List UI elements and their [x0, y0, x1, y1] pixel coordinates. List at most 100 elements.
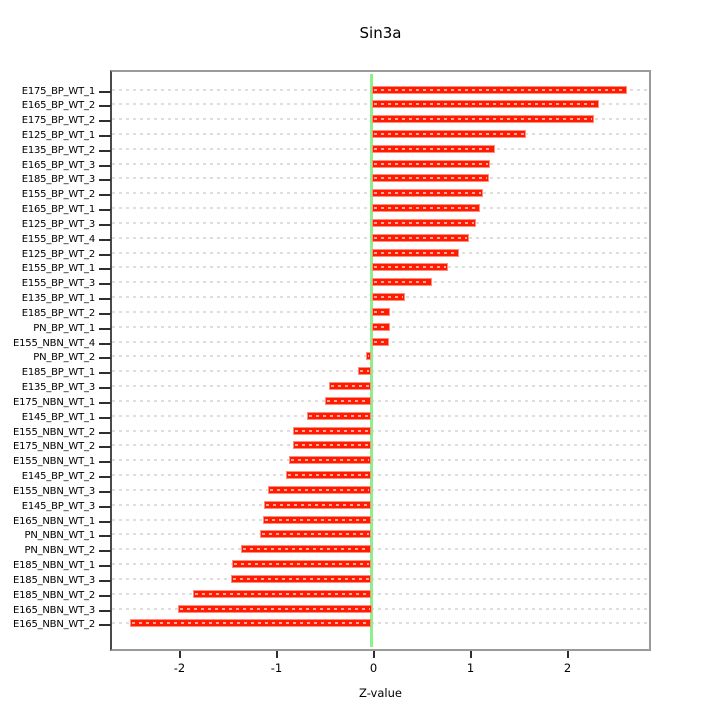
y-axis-tick — [99, 431, 111, 434]
y-axis-tick — [99, 461, 111, 464]
bar-dash-pattern — [326, 399, 370, 402]
gridline — [112, 548, 649, 551]
y-axis-tick — [99, 446, 111, 449]
bar — [289, 456, 372, 465]
bar — [371, 278, 432, 287]
y-axis-tick — [99, 298, 111, 301]
y-axis-tick — [99, 283, 111, 286]
bar-dash-pattern — [373, 118, 592, 121]
y-axis-tick — [99, 209, 111, 212]
bar-dash-pattern — [309, 414, 370, 417]
bar-dash-pattern — [367, 355, 370, 358]
bar — [371, 218, 477, 227]
y-axis-tick — [99, 505, 111, 508]
x-axis-tick — [566, 651, 569, 658]
bar — [286, 471, 372, 480]
x-axis-tick — [275, 651, 278, 658]
y-axis-tick — [99, 105, 111, 108]
bar — [371, 129, 526, 138]
x-axis-tick-label: -2 — [173, 661, 186, 675]
bar — [230, 574, 372, 583]
bar — [267, 485, 372, 494]
y-axis-label: E155_BP_WT_1 — [21, 263, 95, 275]
x-axis-tick-label: 1 — [466, 661, 475, 675]
y-axis-tick — [99, 120, 111, 123]
y-axis-tick — [99, 490, 111, 493]
gridline — [112, 414, 649, 417]
bar-dash-pattern — [131, 622, 370, 625]
bar — [371, 159, 490, 168]
bar — [371, 174, 489, 183]
y-axis-tick — [99, 594, 111, 597]
bar — [365, 352, 372, 361]
bar — [262, 515, 372, 524]
gridline — [112, 533, 649, 536]
bar-dash-pattern — [261, 533, 370, 536]
bar — [292, 441, 372, 450]
y-axis-label: E185_BP_WT_3 — [21, 174, 95, 186]
gridline — [112, 399, 649, 402]
bar — [177, 604, 372, 613]
bar-dash-pattern — [232, 577, 370, 580]
bar — [371, 100, 600, 109]
y-axis-label: E135_BP_WT_1 — [21, 293, 95, 305]
gridline — [112, 385, 649, 388]
gridline — [112, 622, 649, 625]
bar — [193, 589, 372, 598]
y-axis-label: E125_BP_WT_3 — [21, 218, 95, 230]
bar — [240, 545, 372, 554]
gridline — [112, 474, 649, 477]
y-axis-label: E165_BP_WT_1 — [21, 204, 95, 216]
y-axis-label: E185_NBN_WT_1 — [13, 560, 95, 572]
bar-dash-pattern — [294, 444, 370, 447]
y-axis-label: E125_BP_WT_2 — [21, 248, 95, 260]
bar — [357, 367, 372, 376]
y-axis-label: E135_BP_WT_2 — [21, 144, 95, 156]
x-axis-tick — [178, 651, 181, 658]
y-axis-tick — [99, 134, 111, 137]
bar-dash-pattern — [373, 296, 404, 299]
bar-dash-pattern — [265, 503, 370, 506]
y-axis-label: E175_BP_WT_1 — [21, 85, 95, 97]
bar-dash-pattern — [373, 162, 488, 165]
bar-dash-pattern — [373, 266, 447, 269]
y-axis-label: E155_NBN_WT_1 — [13, 456, 95, 468]
bar-dash-pattern — [373, 340, 387, 343]
y-axis-tick — [99, 164, 111, 167]
bar — [371, 263, 449, 272]
x-axis-tick-label: 2 — [563, 661, 572, 675]
y-axis-tick — [99, 401, 111, 404]
y-axis-label: E165_BP_WT_3 — [21, 159, 95, 171]
plot-area — [110, 70, 651, 651]
bar-dash-pattern — [373, 132, 524, 135]
y-axis-label: E185_BP_WT_1 — [21, 367, 95, 379]
gridline — [112, 355, 649, 358]
y-axis-label: E145_BP_WT_3 — [21, 500, 95, 512]
y-axis-tick — [99, 223, 111, 226]
y-axis-label: E185_NBN_WT_2 — [13, 589, 95, 601]
y-axis-label: E165_NBN_WT_1 — [13, 515, 95, 527]
bar — [371, 337, 389, 346]
bar-dash-pattern — [330, 385, 370, 388]
bar-dash-pattern — [373, 325, 388, 328]
bar — [263, 500, 372, 509]
y-axis-tick — [99, 476, 111, 479]
x-axis-title: Z-value — [359, 686, 402, 700]
bar-dash-pattern — [373, 281, 430, 284]
bar — [371, 307, 390, 316]
bar-dash-pattern — [373, 251, 457, 254]
y-axis-label: E145_BP_WT_2 — [21, 471, 95, 483]
bar-dash-pattern — [179, 607, 370, 610]
bar-dash-pattern — [288, 474, 370, 477]
zero-reference-line — [370, 74, 373, 647]
bar — [371, 189, 484, 198]
y-axis-label: PN_NBN_WT_2 — [24, 545, 96, 557]
bar — [328, 382, 372, 391]
bar — [292, 426, 372, 435]
bar — [371, 233, 469, 242]
y-axis-label: E175_BP_WT_2 — [21, 115, 95, 127]
bar — [129, 619, 372, 628]
y-axis-tick — [99, 179, 111, 182]
bar — [371, 144, 495, 153]
bar-dash-pattern — [242, 548, 370, 551]
